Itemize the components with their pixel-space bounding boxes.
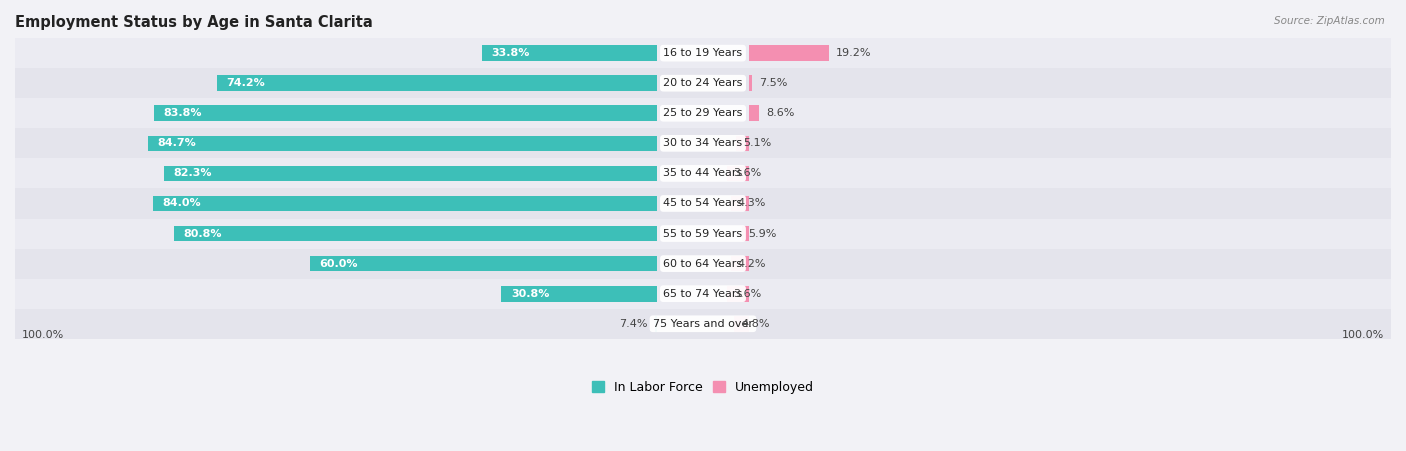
Bar: [153, 106, 657, 121]
Bar: [15, 189, 1391, 219]
Bar: [749, 106, 759, 121]
Text: 60 to 64 Years: 60 to 64 Years: [664, 258, 742, 269]
Bar: [217, 75, 657, 91]
Bar: [217, 75, 657, 91]
Text: 8.6%: 8.6%: [766, 108, 794, 118]
Bar: [15, 38, 1391, 68]
Bar: [501, 286, 657, 302]
Bar: [163, 166, 657, 181]
Bar: [309, 256, 657, 272]
Bar: [153, 196, 657, 212]
Bar: [173, 226, 657, 241]
Bar: [148, 136, 657, 151]
Text: 83.8%: 83.8%: [163, 108, 202, 118]
Text: 82.3%: 82.3%: [173, 168, 212, 179]
Bar: [15, 249, 1391, 279]
Text: 3.6%: 3.6%: [733, 289, 762, 299]
Text: 35 to 44 Years: 35 to 44 Years: [664, 168, 742, 179]
Text: 45 to 54 Years: 45 to 54 Years: [664, 198, 742, 208]
Text: 60.0%: 60.0%: [319, 258, 359, 269]
Bar: [15, 279, 1391, 309]
Bar: [749, 75, 752, 91]
Text: 30.8%: 30.8%: [510, 289, 550, 299]
Bar: [15, 309, 1391, 339]
Text: 5.9%: 5.9%: [748, 229, 776, 239]
Bar: [309, 256, 657, 272]
Text: Employment Status by Age in Santa Clarita: Employment Status by Age in Santa Clarit…: [15, 15, 373, 30]
Text: 84.0%: 84.0%: [163, 198, 201, 208]
Bar: [481, 46, 657, 61]
Text: 30 to 34 Years: 30 to 34 Years: [664, 138, 742, 148]
Text: 7.5%: 7.5%: [759, 78, 787, 88]
Text: 74.2%: 74.2%: [226, 78, 266, 88]
Text: 84.7%: 84.7%: [157, 138, 197, 148]
Bar: [741, 226, 749, 241]
Bar: [163, 166, 657, 181]
Bar: [481, 46, 657, 61]
Text: 100.0%: 100.0%: [21, 330, 63, 341]
Text: 19.2%: 19.2%: [835, 48, 870, 58]
Bar: [148, 136, 657, 151]
Bar: [15, 98, 1391, 129]
Text: 3.6%: 3.6%: [733, 168, 762, 179]
Bar: [731, 256, 749, 272]
Text: 80.8%: 80.8%: [183, 229, 222, 239]
Text: 4.3%: 4.3%: [738, 198, 766, 208]
Bar: [655, 316, 657, 331]
Legend: In Labor Force, Unemployed: In Labor Force, Unemployed: [586, 376, 820, 399]
Bar: [153, 106, 657, 121]
Bar: [655, 316, 657, 331]
Bar: [734, 316, 749, 331]
Bar: [15, 68, 1391, 98]
Bar: [15, 158, 1391, 189]
Bar: [15, 219, 1391, 249]
Text: 7.4%: 7.4%: [620, 319, 648, 329]
Text: 20 to 24 Years: 20 to 24 Years: [664, 78, 742, 88]
Bar: [173, 226, 657, 241]
Bar: [501, 286, 657, 302]
Text: 4.2%: 4.2%: [737, 258, 766, 269]
Bar: [727, 166, 749, 181]
Text: 4.8%: 4.8%: [741, 319, 769, 329]
Text: 55 to 59 Years: 55 to 59 Years: [664, 229, 742, 239]
Text: 100.0%: 100.0%: [1343, 330, 1385, 341]
Bar: [749, 46, 828, 61]
Bar: [727, 286, 749, 302]
Bar: [15, 129, 1391, 158]
Bar: [153, 196, 657, 212]
Text: 5.1%: 5.1%: [742, 138, 772, 148]
Text: Source: ZipAtlas.com: Source: ZipAtlas.com: [1274, 16, 1385, 26]
Text: 16 to 19 Years: 16 to 19 Years: [664, 48, 742, 58]
Text: 25 to 29 Years: 25 to 29 Years: [664, 108, 742, 118]
Text: 33.8%: 33.8%: [491, 48, 530, 58]
Text: 75 Years and over: 75 Years and over: [652, 319, 754, 329]
Text: 65 to 74 Years: 65 to 74 Years: [664, 289, 742, 299]
Bar: [737, 136, 749, 151]
Bar: [731, 196, 749, 212]
